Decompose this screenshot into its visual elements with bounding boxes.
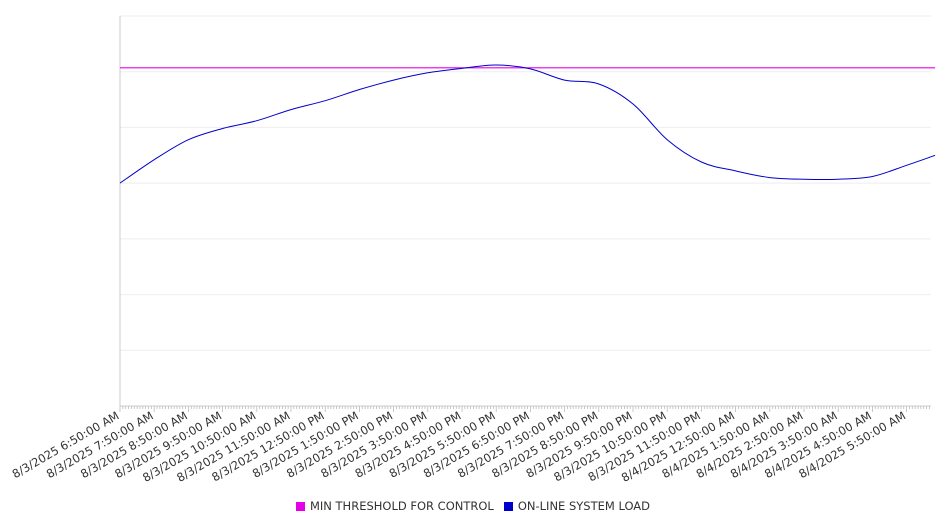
legend-item-min-threshold: MIN THRESHOLD FOR CONTROL xyxy=(295,499,494,513)
legend: MIN THRESHOLD FOR CONTROL ON-LINE SYSTEM… xyxy=(0,497,946,515)
legend-label-min-threshold: MIN THRESHOLD FOR CONTROL xyxy=(309,499,494,513)
axes xyxy=(119,16,931,407)
x-ticks: 8/3/2025 6:50:00 AM8/3/2025 7:50:00 AM8/… xyxy=(10,406,930,485)
series xyxy=(119,64,936,184)
system-load-line xyxy=(119,64,936,184)
legend-item-system-load: ON-LINE SYSTEM LOAD xyxy=(503,499,651,513)
grid xyxy=(120,15,931,351)
legend-swatch-system-load xyxy=(503,501,513,511)
legend-swatch-min-threshold xyxy=(295,501,305,511)
legend-label-system-load: ON-LINE SYSTEM LOAD xyxy=(517,499,651,513)
